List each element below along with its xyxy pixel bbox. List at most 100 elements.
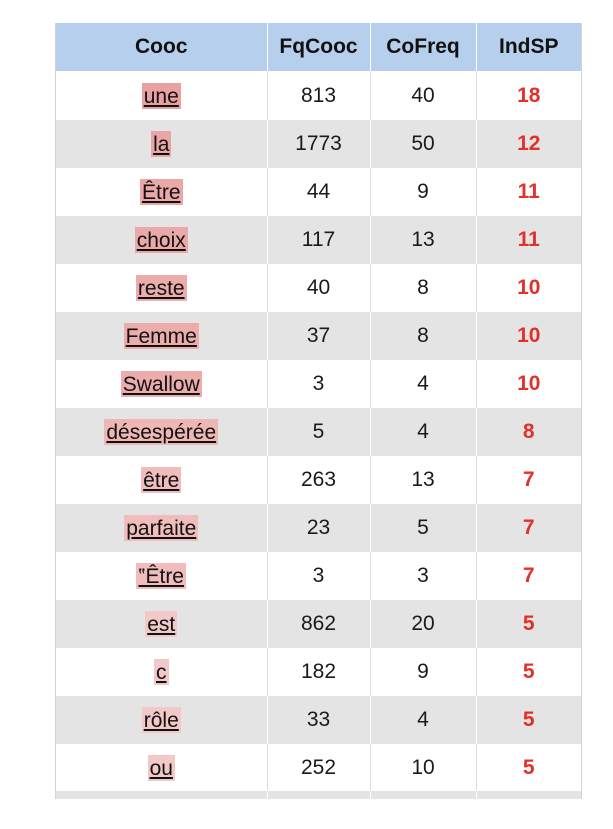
cell-fqcooc: 5: [266, 408, 370, 456]
header-row: Cooc FqCooc CoFreq IndSP: [56, 23, 581, 72]
column-header-indsp[interactable]: IndSP: [475, 23, 581, 72]
table-header: Cooc FqCooc CoFreq IndSP: [56, 23, 581, 72]
cell-cofreq: 9: [369, 648, 476, 696]
cooccurrent-word-link[interactable]: est: [145, 611, 178, 637]
cell-indsp: 5: [475, 648, 581, 696]
table-row: la 1773 50 12: [56, 120, 581, 168]
cell-cooc: parfaite: [56, 504, 267, 552]
table-row: parfaite 23 5 7: [56, 504, 581, 552]
cell-fqcooc: 33: [266, 696, 370, 744]
cell-cooc: choix: [56, 216, 267, 264]
cell-indsp: 7: [475, 504, 581, 552]
cell-cooc: désespérée: [56, 408, 267, 456]
cell-cooc: ou: [56, 744, 267, 792]
cell-cofreq: 8: [369, 312, 476, 360]
cell-indsp: 5: [475, 696, 581, 744]
cooccurrent-word-link[interactable]: parfaite: [124, 515, 199, 541]
cell-fqcooc: 117: [266, 216, 370, 264]
cell-fqcooc: 23: [266, 504, 370, 552]
cooccurrence-table: Cooc FqCooc CoFreq IndSP une 813 40 18 la 177…: [56, 23, 581, 792]
cooccurrent-word-link[interactable]: désespérée: [104, 419, 219, 445]
cell-indsp: 8: [475, 408, 581, 456]
cell-cofreq: 10: [369, 744, 476, 792]
cell-indsp: 12: [475, 120, 581, 168]
cell-cofreq: 5: [369, 504, 476, 552]
cell-cooc: est: [56, 600, 267, 648]
cooccurrent-word-link[interactable]: Être: [139, 179, 183, 205]
cell-indsp: 11: [475, 216, 581, 264]
cell-fqcooc: 862: [266, 600, 370, 648]
table-row: Swallow 3 4 10: [56, 360, 581, 408]
table-body: une 813 40 18 la 1773 50 12 Être 44 9 11 choix 117 13 1…: [56, 71, 581, 792]
table-row: rôle 33 4 5: [56, 696, 581, 744]
cell-indsp: 5: [475, 744, 581, 792]
column-header-fqcooc[interactable]: FqCooc: [266, 23, 370, 72]
cell-cofreq: 13: [369, 216, 476, 264]
cooccurrent-word-link[interactable]: Femme: [123, 323, 199, 349]
cell-cofreq: 3: [369, 552, 476, 600]
cell-fqcooc: 40: [266, 264, 370, 312]
cell-cooc: rôle: [56, 696, 267, 744]
table-row: une 813 40 18: [56, 71, 581, 120]
cell-cooc: une: [56, 71, 267, 120]
cell-indsp: 7: [475, 456, 581, 504]
table-row-partial: [56, 791, 581, 799]
cooccurrent-word-link[interactable]: c: [154, 659, 169, 685]
cell-indsp: 10: [475, 312, 581, 360]
cooccurrent-word-link[interactable]: choix: [134, 227, 188, 253]
cooccurrent-word-link[interactable]: une: [141, 83, 181, 109]
table-row: désespérée 5 4 8: [56, 408, 581, 456]
cell-indsp: 5: [475, 600, 581, 648]
table-row: reste 40 8 10: [56, 264, 581, 312]
column-header-cooc[interactable]: Cooc: [56, 23, 267, 72]
cell-cofreq: 13: [369, 456, 476, 504]
cell-cofreq: 8: [369, 264, 476, 312]
cooccurrent-word-link[interactable]: être: [141, 467, 182, 493]
cell-cooc: reste: [56, 264, 267, 312]
cell-cooc: la: [56, 120, 267, 168]
table-row: ‟Être 3 3 7: [56, 552, 581, 600]
cooccurrent-word-link[interactable]: ou: [147, 755, 175, 781]
cell-fqcooc: 3: [266, 552, 370, 600]
table-row: Être 44 9 11: [56, 168, 581, 216]
table-row: être 263 13 7: [56, 456, 581, 504]
cell-fqcooc: 813: [266, 71, 370, 120]
cell-cofreq: 4: [369, 360, 476, 408]
cell-cooc: Femme: [56, 312, 267, 360]
cell-cooc: Swallow: [56, 360, 267, 408]
cooccurrent-word-link[interactable]: ‟Être: [136, 563, 186, 589]
cell-indsp: 10: [475, 360, 581, 408]
cell-cofreq: 4: [369, 408, 476, 456]
cell-fqcooc: 3: [266, 360, 370, 408]
table-row: est 862 20 5: [56, 600, 581, 648]
cell-cofreq: 20: [369, 600, 476, 648]
cell-fqcooc: 1773: [266, 120, 370, 168]
cell-fqcooc: 263: [266, 456, 370, 504]
cell-fqcooc: 182: [266, 648, 370, 696]
table-row: c 182 9 5: [56, 648, 581, 696]
cell-fqcooc: 44: [266, 168, 370, 216]
cell-indsp: 18: [475, 71, 581, 120]
cell-fqcooc: 37: [266, 312, 370, 360]
cooccurrent-word-link[interactable]: Swallow: [120, 371, 202, 397]
cell-cofreq: 4: [369, 696, 476, 744]
table-row: choix 117 13 11: [56, 216, 581, 264]
cell-cofreq: 9: [369, 168, 476, 216]
column-header-cofreq[interactable]: CoFreq: [369, 23, 476, 72]
cell-indsp: 11: [475, 168, 581, 216]
table-row: ou 252 10 5: [56, 744, 581, 792]
cooccurrent-word-link[interactable]: reste: [135, 275, 187, 301]
cooccurrence-table-container: Cooc FqCooc CoFreq IndSP une 813 40 18 la 177…: [55, 23, 582, 799]
cell-cofreq: 50: [369, 120, 476, 168]
cell-indsp: 7: [475, 552, 581, 600]
cell-cooc: c: [56, 648, 267, 696]
cell-cooc: Être: [56, 168, 267, 216]
cell-cofreq: 40: [369, 71, 476, 120]
cooccurrent-word-link[interactable]: la: [151, 131, 172, 157]
table-row: Femme 37 8 10: [56, 312, 581, 360]
cell-fqcooc: 252: [266, 744, 370, 792]
cell-cooc: être: [56, 456, 267, 504]
cooccurrent-word-link[interactable]: rôle: [141, 707, 181, 733]
cell-indsp: 10: [475, 264, 581, 312]
cell-cooc: ‟Être: [56, 552, 267, 600]
